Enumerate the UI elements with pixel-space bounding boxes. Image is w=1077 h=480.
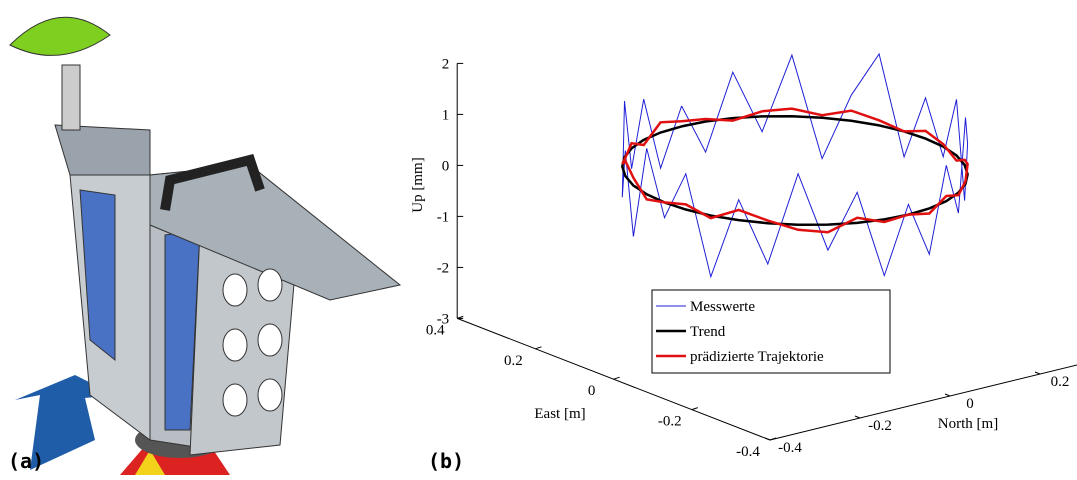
z-axis-label: Up [mm] (410, 157, 426, 212)
y-tick (764, 437, 771, 441)
y-tick-label: 0 (966, 396, 974, 412)
hole (257, 378, 283, 412)
plate (54, 124, 151, 176)
hole (257, 268, 283, 302)
x-tick-label: 0.4 (426, 322, 445, 338)
tripod (135, 450, 165, 475)
legend-label: prädizierte Trajektorie (690, 349, 824, 365)
y-tick (1034, 371, 1041, 375)
legend-box (651, 289, 891, 374)
y-tick-label: 0.2 (1051, 374, 1070, 390)
plot: -3 -2 -1 0 1 2 -0.4 -0.2 0 0.2 0.4 -0.4 -0.2 0 0.2 East… (410, 52, 1077, 460)
y-tick (854, 415, 861, 419)
z-tick-label: -1 (437, 209, 450, 225)
hole (257, 323, 283, 357)
z-tick-label: 2 (442, 56, 450, 72)
x-axis-label: East [m] (534, 406, 585, 422)
legend-label: Trend (690, 324, 726, 340)
handle (160, 154, 265, 211)
x-tick-label: 0.2 (504, 353, 523, 369)
panel-label: (b) (428, 449, 464, 473)
panel-label: (a) (8, 449, 44, 473)
z-tick-label: -3 (437, 311, 450, 327)
x-tick (457, 315, 464, 319)
x-tick-label: 0 (588, 383, 596, 399)
hole (222, 383, 248, 417)
y-tick-label: -0.4 (778, 440, 802, 456)
y-tick-label: -0.2 (868, 418, 892, 434)
series-line (621, 52, 969, 279)
z-tick-label: -2 (437, 260, 450, 276)
legend-label: Messwerte (690, 299, 755, 315)
series-line (621, 107, 969, 234)
hole (222, 328, 248, 362)
y-tick (944, 393, 951, 397)
scanner-illustration (9, 16, 402, 475)
z-tick-label: 1 (442, 107, 450, 123)
pole (61, 64, 81, 131)
x-tick (613, 376, 620, 380)
panel (79, 189, 116, 362)
arrow (15, 375, 115, 470)
series-line (621, 115, 969, 226)
x-tick (769, 437, 777, 441)
x-tick-label: -0.4 (736, 444, 760, 460)
gnss-antenna (9, 16, 111, 56)
x-tick-label: -0.2 (658, 414, 682, 430)
axis (769, 364, 1077, 441)
x-tick (535, 346, 542, 350)
x-tick (691, 407, 698, 411)
hole (222, 273, 248, 307)
y-axis-label: North [m] (938, 416, 998, 432)
z-tick-label: 0 (442, 158, 450, 174)
